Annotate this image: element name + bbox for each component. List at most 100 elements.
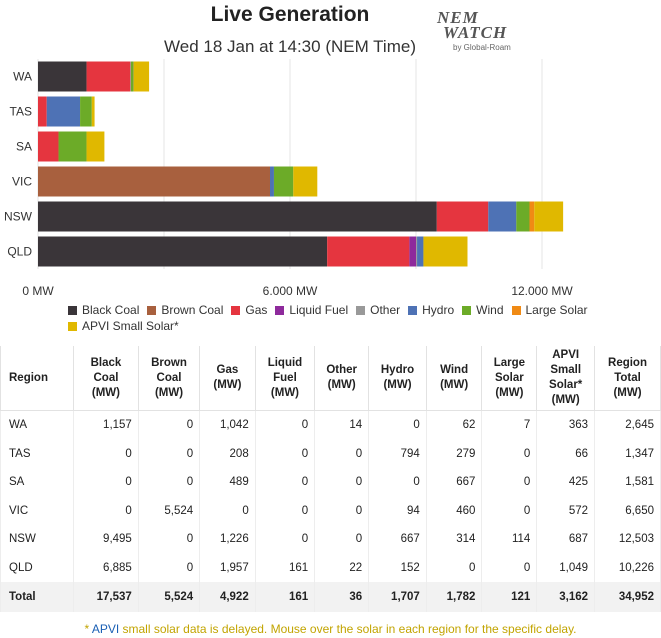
bar-nsw-black-coal[interactable] [38, 201, 437, 232]
value-cell: 0 [368, 468, 427, 497]
value-cell: 0 [137, 439, 201, 468]
column-header-region-total-mw[interactable]: Region Total (MW) [594, 346, 661, 411]
legend-item-black-coal[interactable]: Black Coal [68, 302, 139, 318]
bar-qld-gas[interactable] [327, 236, 410, 267]
bar-wa-wind[interactable] [130, 61, 134, 92]
column-header-other-mw[interactable]: Other (MW) [314, 346, 370, 411]
legend-item-gas[interactable]: Gas [231, 302, 267, 318]
bar-tas-hydro[interactable] [46, 96, 81, 127]
value-cell: 114 [481, 525, 538, 554]
bar-wa-gas[interactable] [86, 61, 131, 92]
legend-item-hydro[interactable]: Hydro [408, 302, 454, 318]
legend-swatch [147, 306, 157, 315]
value-cell: 6,885 [73, 553, 139, 582]
bar-vic-hydro[interactable] [270, 166, 274, 197]
nemwatch-logo: NEM WATCH by Global-Roam [437, 8, 527, 54]
value-cell: 0 [481, 496, 538, 525]
bar-tas-apvi-small-solar[interactable] [91, 96, 95, 127]
value-cell: 208 [199, 439, 256, 468]
bar-vic-wind[interactable] [273, 166, 294, 197]
generation-table: Region Black Coal (MW) Brown Coal (MW) Gas (MW) L… [0, 346, 661, 612]
value-cell: 1,707 [368, 582, 427, 612]
bar-qld-hydro[interactable] [417, 236, 424, 267]
value-cell: 0 [137, 410, 201, 440]
x-tick-label: 12,000 MW [511, 284, 573, 295]
column-header-brown-coal-mw[interactable]: Brown Coal (MW) [137, 346, 201, 411]
value-cell: 667 [425, 468, 483, 497]
value-cell: 0 [314, 468, 370, 497]
bar-tas-wind[interactable] [80, 96, 92, 127]
column-header-apvi-small-solar-mw[interactable]: APVI Small Solar* (MW) [536, 346, 596, 411]
legend-label: Brown Coal [161, 303, 224, 317]
value-cell: 687 [536, 525, 596, 554]
value-cell: 279 [425, 439, 483, 468]
legend-item-other[interactable]: Other [356, 302, 400, 318]
bar-vic-apvi-small-solar[interactable] [293, 166, 318, 197]
legend-label: Gas [245, 303, 268, 317]
legend-swatch [462, 306, 472, 315]
bar-nsw-wind[interactable] [516, 201, 530, 232]
column-header-liquid-fuel-mw[interactable]: Liquid Fuel (MW) [254, 346, 316, 411]
apvi-link[interactable]: APVI [91, 622, 120, 636]
value-cell: 667 [368, 525, 427, 554]
column-header-gas-mw[interactable]: Gas (MW) [199, 346, 256, 411]
value-cell: 314 [425, 525, 483, 554]
bar-sa-apvi-small-solar[interactable] [86, 131, 105, 162]
bar-qld-black-coal[interactable] [38, 236, 328, 267]
legend-item-wind[interactable]: Wind [462, 302, 504, 318]
value-cell: 0 [137, 525, 201, 554]
value-cell: 161 [254, 582, 316, 612]
bar-qld-apvi-small-solar[interactable] [423, 236, 468, 267]
value-cell: 6,650 [594, 496, 661, 525]
bar-wa-other[interactable] [130, 61, 131, 92]
category-label-nsw: NSW [4, 210, 33, 224]
footnote: * APVI small solar data is delayed. Mous… [0, 622, 661, 636]
value-cell: 22 [314, 553, 370, 582]
bar-qld-liquid-fuel[interactable] [409, 236, 417, 267]
bar-nsw-hydro[interactable] [488, 201, 517, 232]
legend-item-liquid-fuel[interactable]: Liquid Fuel [275, 302, 348, 318]
value-cell: 4,922 [199, 582, 256, 612]
value-cell: 1,347 [594, 439, 661, 468]
table-row: WA 1,157 0 1,042 0 14 0 62 7 363 2,645 [0, 410, 661, 440]
category-label-tas: TAS [10, 105, 32, 119]
bar-qld-other[interactable] [416, 236, 418, 267]
value-cell: 152 [368, 553, 427, 582]
legend-item-brown-coal[interactable]: Brown Coal [147, 302, 223, 318]
column-header-large-solar-mw[interactable]: Large Solar (MW) [481, 346, 538, 411]
value-cell: 0 [481, 439, 538, 468]
logo-line-2: WATCH [443, 23, 508, 42]
legend-label: Wind [476, 303, 504, 317]
value-cell: 0 [314, 496, 370, 525]
bar-wa-black-coal[interactable] [38, 61, 87, 92]
column-header-region[interactable]: Region [0, 346, 75, 411]
bar-tas-gas[interactable] [38, 96, 47, 127]
value-cell: 0 [254, 525, 316, 554]
legend-swatch [231, 306, 241, 315]
bar-nsw-large-solar[interactable] [529, 201, 535, 232]
bar-sa-gas[interactable] [38, 131, 59, 162]
table-row: NSW 9,495 0 1,226 0 0 667 314 114 687 12,503 [0, 525, 661, 554]
value-cell: 1,049 [536, 553, 596, 582]
value-cell: 94 [368, 496, 427, 525]
value-cell: 0 [254, 439, 316, 468]
bar-wa-apvi-small-solar[interactable] [133, 61, 150, 92]
value-cell: 0 [137, 553, 201, 582]
legend-item-apvi-small-solar[interactable]: APVI Small Solar* [68, 318, 179, 334]
column-header-black-coal-mw[interactable]: Black Coal (MW) [73, 346, 139, 411]
value-cell: 0 [481, 468, 538, 497]
value-cell: 460 [425, 496, 483, 525]
column-header-wind-mw[interactable]: Wind (MW) [425, 346, 483, 411]
legend-label: Large Solar [525, 303, 588, 317]
column-header-hydro-mw[interactable]: Hydro (MW) [368, 346, 427, 411]
logo-line-3: by Global-Roam [453, 43, 511, 52]
legend-item-large-solar[interactable]: Large Solar [511, 302, 588, 318]
value-cell: 34,952 [594, 582, 661, 612]
table-row: QLD 6,885 0 1,957 161 22 152 0 0 1,049 10,226 [0, 553, 661, 582]
legend-label: APVI Small Solar* [82, 319, 179, 333]
bar-vic-brown-coal[interactable] [38, 166, 271, 197]
bar-nsw-apvi-small-solar[interactable] [534, 201, 564, 232]
bar-nsw-gas[interactable] [436, 201, 489, 232]
bar-sa-wind[interactable] [58, 131, 87, 162]
region-cell: QLD [0, 553, 75, 582]
